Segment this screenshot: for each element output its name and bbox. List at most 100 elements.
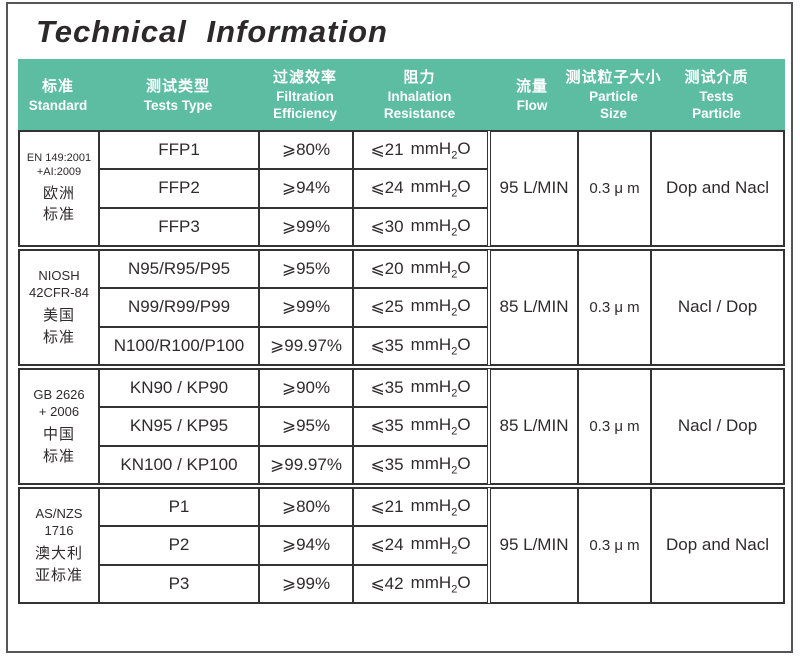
standard-cell: GB 2626 + 2006 中国 标准 xyxy=(19,369,99,484)
header-col-particle-size: 测试粒子大小 Particle Size xyxy=(566,66,661,123)
unit-suffix: O xyxy=(457,138,471,158)
technical-table: 标准 Standard 测试类型 Tests Type 过滤效率 Filtrat… xyxy=(18,59,785,604)
header-tests-particle-zh: 测试介质 xyxy=(684,69,749,87)
unit-prefix: mmH xyxy=(410,415,452,435)
test-particle-cell: Nacl / Dop xyxy=(651,250,784,365)
resistance-cell: ⩽35 mmH2O xyxy=(353,326,488,365)
unit-subscript: 2 xyxy=(451,345,458,358)
standard-group-niosh: NIOSH 42CFR-84 美国 标准 N95/R95/P95 ⩾95% ⩽2… xyxy=(18,249,785,366)
efficiency-cell: ⩾99% xyxy=(259,207,353,246)
header-tests-particle-en: Tests Particle xyxy=(692,89,741,121)
standard-code: NIOSH 42CFR-84 xyxy=(29,267,89,301)
header-filtration-zh: 过滤效率 xyxy=(272,69,337,87)
resistance-value: ⩽35 xyxy=(370,454,404,474)
unit-prefix: mmH xyxy=(410,177,452,197)
resistance-cell: ⩽24 mmH2O xyxy=(353,526,488,565)
header-filtration-en: Filtration Efficiency xyxy=(273,89,337,121)
test-type-cell: FFP1 xyxy=(99,131,259,170)
resistance-value: ⩽24 xyxy=(370,178,404,198)
unit-suffix: O xyxy=(457,415,471,435)
standard-cell: NIOSH 42CFR-84 美国 标准 xyxy=(19,250,99,365)
resistance-value: ⩽21 xyxy=(370,140,404,160)
unit-subscript: 2 xyxy=(451,149,458,162)
resistance-value: ⩽35 xyxy=(370,378,404,398)
test-type-cell: N100/R100/P100 xyxy=(99,326,259,365)
test-particle-cell: Dop and Nacl xyxy=(651,131,784,246)
test-type-cell: FFP3 xyxy=(99,207,259,246)
unit-prefix: mmH xyxy=(410,572,452,592)
page-frame: Technical Information 标准 Standard 测试类型 T… xyxy=(6,2,793,653)
test-type-cell: FFP2 xyxy=(99,169,259,208)
header-flow-zh: 流量 xyxy=(515,77,548,95)
resistance-value: ⩽35 xyxy=(370,416,404,436)
unit-suffix: O xyxy=(457,177,471,197)
unit-prefix: mmH xyxy=(410,534,452,554)
unit-suffix: O xyxy=(457,495,471,515)
resistance-unit: mmH2O xyxy=(411,177,471,199)
standard-region-zh: 澳大利 亚标准 xyxy=(34,544,83,584)
unit-suffix: O xyxy=(457,534,471,554)
resistance-cell: ⩽25 mmH2O xyxy=(353,288,488,327)
resistance-value: ⩽20 xyxy=(370,259,404,279)
particle-size-cell: 0.3 μ m xyxy=(578,250,651,365)
test-type-cell: KN100 / KP100 xyxy=(99,445,259,484)
header-tests-type-zh: 测试类型 xyxy=(145,77,210,95)
resistance-unit: mmH2O xyxy=(411,216,471,238)
header-particle-size-en: Particle Size xyxy=(589,89,638,121)
test-type-cell: KN90 / KP90 xyxy=(99,369,259,408)
header-col-inhalation-resistance: 阻力 Inhalation Resistance xyxy=(352,66,487,123)
header-resistance-zh: 阻力 xyxy=(403,69,436,87)
unit-prefix: mmH xyxy=(410,257,452,277)
unit-prefix: mmH xyxy=(410,453,452,473)
resistance-unit: mmH2O xyxy=(411,377,471,399)
resistance-value: ⩽25 xyxy=(370,297,404,317)
efficiency-cell: ⩾90% xyxy=(259,369,353,408)
page-title: Technical Information xyxy=(36,14,388,49)
unit-subscript: 2 xyxy=(451,226,458,239)
efficiency-cell: ⩾95% xyxy=(259,250,353,289)
efficiency-cell: ⩾99% xyxy=(259,288,353,327)
standard-group-gb2626: GB 2626 + 2006 中国 标准 KN90 / KP90 ⩾90% ⩽3… xyxy=(18,368,785,485)
efficiency-cell: ⩾80% xyxy=(259,131,353,170)
resistance-unit: mmH2O xyxy=(411,454,471,476)
header-standard-en: Standard xyxy=(28,97,88,113)
resistance-cell: ⩽42 mmH2O xyxy=(353,564,488,603)
header-col-flow: 流量 Flow xyxy=(487,75,577,115)
test-type-cell: P3 xyxy=(99,564,259,603)
unit-prefix: mmH xyxy=(410,376,452,396)
standard-code: GB 2626 + 2006 xyxy=(33,386,85,420)
resistance-unit: mmH2O xyxy=(411,139,471,161)
test-type-cell: N99/R99/P99 xyxy=(99,288,259,327)
unit-suffix: O xyxy=(457,453,471,473)
standard-code: EN 149:2001 +AI:2009 xyxy=(26,151,92,179)
test-type-cell: N95/R95/P95 xyxy=(99,250,259,289)
efficiency-cell: ⩾95% xyxy=(259,407,353,446)
unit-subscript: 2 xyxy=(451,306,458,319)
header-col-tests-type: 测试类型 Tests Type xyxy=(98,75,258,115)
unit-subscript: 2 xyxy=(451,425,458,438)
unit-subscript: 2 xyxy=(451,187,458,200)
unit-subscript: 2 xyxy=(451,544,458,557)
header-tests-type-en: Tests Type xyxy=(143,97,213,113)
unit-suffix: O xyxy=(457,376,471,396)
efficiency-cell: ⩾94% xyxy=(259,526,353,565)
flow-cell: 85 L/MIN xyxy=(490,250,578,365)
flow-cell: 95 L/MIN xyxy=(490,488,578,603)
unit-suffix: O xyxy=(457,296,471,316)
resistance-unit: mmH2O xyxy=(411,573,471,595)
resistance-cell: ⩽20 mmH2O xyxy=(353,250,488,289)
unit-prefix: mmH xyxy=(410,215,452,235)
header-particle-size-zh: 测试粒子大小 xyxy=(565,69,662,87)
resistance-cell: ⩽35 mmH2O xyxy=(353,407,488,446)
unit-subscript: 2 xyxy=(451,506,458,519)
particle-size-cell: 0.3 μ m xyxy=(578,369,651,484)
particle-size-cell: 0.3 μ m xyxy=(578,488,651,603)
standard-cell: EN 149:2001 +AI:2009 欧洲 标准 xyxy=(19,131,99,246)
flow-cell: 95 L/MIN xyxy=(490,131,578,246)
efficiency-cell: ⩾99% xyxy=(259,564,353,603)
unit-subscript: 2 xyxy=(451,387,458,400)
standard-code: AS/NZS 1716 xyxy=(35,505,83,539)
resistance-unit: mmH2O xyxy=(411,335,471,357)
unit-prefix: mmH xyxy=(410,296,452,316)
test-type-cell: P1 xyxy=(99,488,259,527)
